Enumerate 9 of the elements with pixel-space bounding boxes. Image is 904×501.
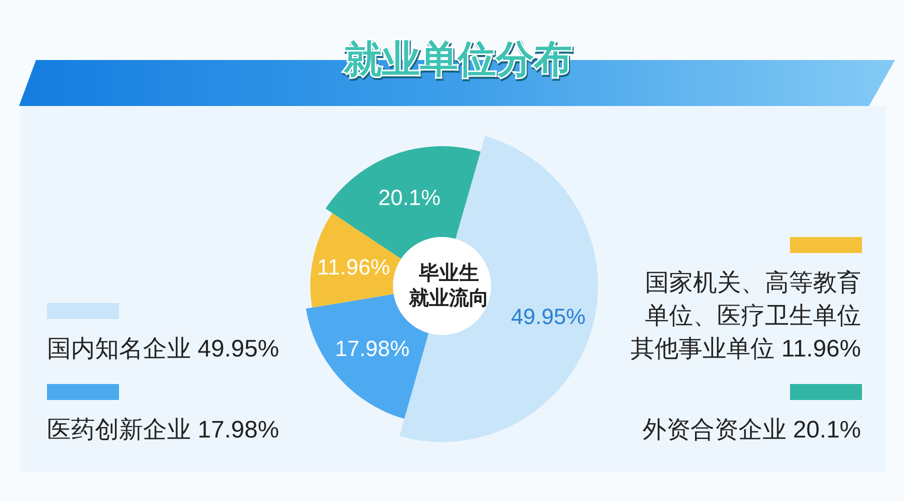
data-label: 20.1%: [378, 184, 441, 210]
legend-label: 国内知名企业 49.95%: [47, 336, 280, 362]
legend-label: 国家机关、高等教育单位、医疗卫生单位其他事业单位 11.96%: [630, 270, 861, 362]
data-label: 49.95%: [510, 304, 586, 329]
legend-label: 医药创新企业 17.98%: [47, 416, 280, 444]
data-label: 11.96%: [317, 254, 390, 280]
text: 毕业生就业流向: [408, 262, 489, 310]
legend-label: 外资合资企业 20.1%: [642, 416, 861, 444]
data-label: 17.98%: [334, 336, 410, 361]
